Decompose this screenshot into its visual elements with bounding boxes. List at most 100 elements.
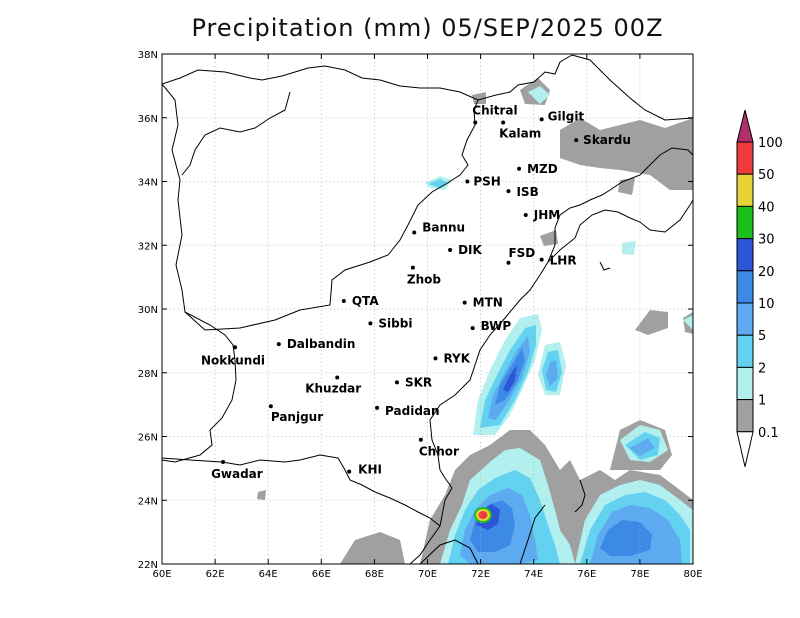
legend-label: 0.1 [758,426,779,441]
legend-color-box [736,302,754,336]
city-label: FSD [508,246,535,260]
city-label: Bannu [422,221,465,235]
city-label: JHM [533,208,560,222]
city-label: Nokkundi [201,353,265,367]
city-label: BWP [481,319,512,333]
city-dot [268,404,273,409]
city-label: ISB [516,185,538,199]
city-dot [394,380,399,385]
city-label: Kalam [499,127,541,141]
city-label: RYK [443,351,470,365]
legend-label: 1 [758,394,766,409]
legend-color-box [736,141,754,175]
legend-color-box [736,399,754,433]
legend-color-box [736,173,754,207]
city-label: LHR [550,254,577,268]
map-axes: 60E 62E 64E 66E 68E 70E 72E 74E 76E 78E 80E 22N 24N 2… [138,50,703,580]
city-label: KHI [358,463,382,477]
city-label: DIK [458,243,482,257]
lon-tick-label: 80E [683,569,702,580]
city-label: SKR [405,375,432,389]
city-dot [410,265,415,270]
lat-tick-label: 26N [138,433,158,444]
city-label: Skardu [583,133,631,147]
lat-tick-label: 32N [138,241,158,252]
lat-tick-label: 34N [138,178,158,189]
lat-tick-label: 30N [138,305,158,316]
city-dot [462,300,467,305]
precipitation-field [257,78,693,564]
lon-tick-label: 76E [577,569,596,580]
city-label: Zhob [407,273,441,287]
city-dot [347,469,352,474]
city-dot [501,120,506,125]
city-label: MTN [473,296,503,310]
city-dot [448,248,453,253]
city-dot [523,212,528,217]
city-dot [221,460,226,464]
city-dot [335,375,340,380]
city-dot [233,345,238,350]
lon-tick-label: 66E [312,569,331,580]
city-dot [470,326,475,331]
legend-label: 5 [758,329,766,344]
city-dot [276,342,281,347]
lon-tick-label: 60E [152,569,171,580]
legend-color-box [736,366,754,401]
city-label: Gwadar [211,467,263,481]
legend-label: 100 [758,136,783,151]
lat-tick-label: 28N [138,369,158,380]
city-dot [465,179,470,184]
lon-tick-label: 72E [471,569,490,580]
city-dot [574,138,579,143]
lon-tick-label: 70E [418,569,437,580]
legend-label: 40 [758,200,775,215]
lon-tick-label: 62E [206,569,225,580]
city-label: Sibbi [378,316,412,330]
city-label: QTA [352,294,379,308]
lon-tick-label: 64E [259,569,278,580]
country-borders [162,54,693,564]
city-dot [418,437,423,442]
legend-color-box [736,334,754,368]
lat-tick-label: 38N [138,50,158,61]
city-label: PSH [473,175,500,189]
city-dot [341,299,346,304]
legend-label: 10 [758,297,775,312]
city-dot [433,356,438,361]
chart-title: Precipitation (mm) 05/SEP/2025 00Z [191,14,664,42]
lat-tick-label: 22N [138,560,158,571]
legend-bottom-triangle [736,431,754,467]
city-label: Dalbandin [287,337,356,351]
legend-label: 30 [758,233,775,248]
city-dot [412,230,417,235]
city-label: Chitral [472,104,517,118]
city-dot [473,120,478,125]
lon-tick-label: 74E [524,569,543,580]
lon-tick-label: 78E [630,569,649,580]
city-label: Padidan [385,404,440,418]
lat-tick-label: 36N [138,114,158,125]
city-label: Chhor [419,445,459,459]
city-label: Gilgit [548,109,585,123]
city-dot [506,260,511,265]
city-label: MZD [527,162,558,176]
legend-label: 20 [758,265,775,280]
legend-label: 50 [758,168,775,183]
legend-label: 2 [758,361,766,376]
city-dot [375,405,380,410]
city-dot [539,117,544,122]
city-label: Panjgur [271,410,323,424]
city-dot [506,189,511,194]
city-dot [539,257,544,262]
legend-top-triangle [736,109,754,143]
city-markers: Chitral Gilgit Kalam Skardu MZD PSH ISB JHM Bann… [201,104,631,481]
lat-tick-label: 24N [138,496,158,507]
legend-colorbar: 100 50 40 30 20 10 5 2 1 0.1 [736,109,783,467]
city-dot [517,166,522,171]
city-dot [368,321,373,326]
legend-color-box [736,238,754,272]
legend-color-box [736,205,754,240]
map-grid [162,54,693,564]
